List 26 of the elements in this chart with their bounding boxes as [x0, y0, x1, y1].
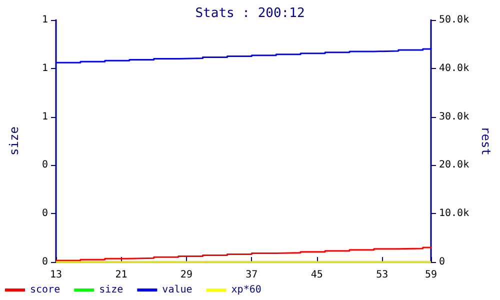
legend-label: value: [162, 284, 192, 296]
chart-title: Stats : 200:12: [195, 6, 305, 21]
y2-tick-label: 20.0k: [438, 160, 470, 171]
y-tick-label: 0: [42, 256, 48, 268]
x-tick-label: 45: [310, 270, 323, 280]
y2-tick-label: 50.0k: [438, 14, 470, 26]
y-tick-label: 1: [42, 111, 48, 122]
y2-tick-label: 40.0k: [438, 62, 470, 74]
y-axis-title: size: [7, 126, 21, 156]
x-tick-label: 37: [246, 270, 258, 280]
y-tick-label: 0: [42, 208, 48, 220]
y2-tick-label: 10.0k: [438, 208, 470, 220]
y-tick-label: 0: [42, 160, 48, 171]
y2-axis-title: rest: [479, 126, 493, 156]
x-tick-label: 29: [180, 270, 192, 280]
y-tick-label: 1: [42, 14, 48, 26]
legend-label: xp*60: [231, 284, 262, 296]
y-tick-label: 1: [42, 62, 48, 74]
y2-tick-label: 0: [438, 256, 446, 268]
x-tick-label: 59: [424, 270, 438, 280]
legend-label: size: [99, 284, 124, 296]
legend-label: score: [30, 284, 60, 296]
x-tick-label: 13: [50, 270, 62, 280]
x-tick-label: 53: [376, 270, 388, 280]
x-tick-label: 21: [115, 270, 128, 280]
y2-tick-label: 30.0k: [438, 111, 470, 122]
